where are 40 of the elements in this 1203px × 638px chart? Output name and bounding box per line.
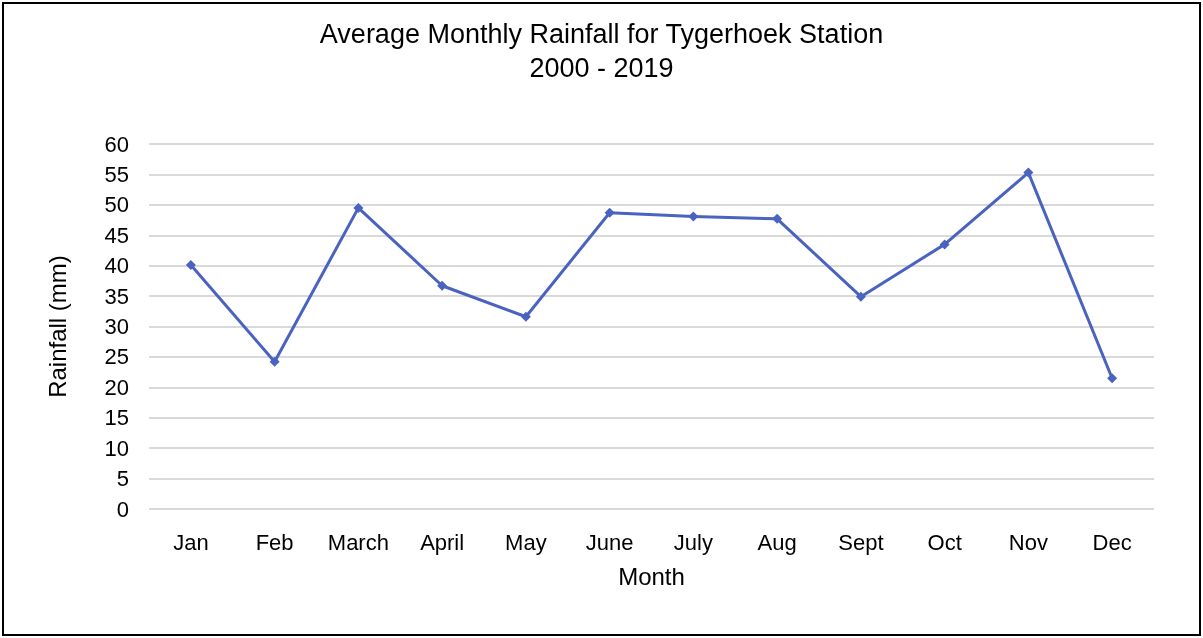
x-tick-label: Aug — [757, 529, 797, 555]
point — [437, 280, 448, 291]
point — [939, 239, 950, 250]
y-tick-label: 5 — [116, 466, 129, 492]
x-tick-label: Dec — [1092, 529, 1132, 555]
point — [353, 202, 364, 213]
y-tick-label: 10 — [104, 435, 129, 461]
x-tick-label: June — [585, 529, 634, 555]
x-tick-label: May — [505, 529, 547, 555]
y-axis-title: Rainfall (mm) — [43, 255, 71, 398]
y-tick-label: 35 — [104, 283, 129, 309]
y-tick-label: 60 — [104, 131, 129, 157]
y-tick-label: 20 — [104, 374, 129, 400]
x-tick-label: Oct — [927, 529, 962, 555]
y-tick-label: 30 — [104, 314, 129, 339]
point — [772, 213, 783, 224]
chart-title: Average Monthly Rainfall for Tygerhoek Station 2000 - 2019 — [319, 19, 884, 83]
x-tick-label: March — [327, 529, 389, 555]
y-tick-label: 55 — [104, 161, 129, 187]
y-tick-label: 45 — [104, 222, 129, 248]
x-tick-label: Sept — [838, 529, 884, 555]
x-tick-label: Nov — [1008, 529, 1048, 555]
point — [1023, 167, 1034, 178]
point — [604, 207, 615, 218]
point — [855, 291, 866, 302]
y-tick-label: 25 — [104, 344, 129, 370]
x-axis-title: Month — [618, 562, 685, 590]
point — [185, 260, 196, 271]
x-tick-label: Feb — [255, 529, 294, 555]
x-tick-label: April — [420, 529, 465, 555]
y-tick-label: 0 — [116, 496, 129, 522]
y-tick-label: 50 — [104, 192, 129, 218]
point — [688, 211, 699, 222]
x-tick-label: Jan — [173, 529, 209, 555]
x-tick-label: July — [673, 529, 713, 555]
y-tick-label: 15 — [104, 405, 129, 431]
y-tick-label: 40 — [104, 253, 129, 279]
point — [520, 311, 531, 322]
point — [269, 356, 280, 367]
point — [1107, 373, 1118, 384]
